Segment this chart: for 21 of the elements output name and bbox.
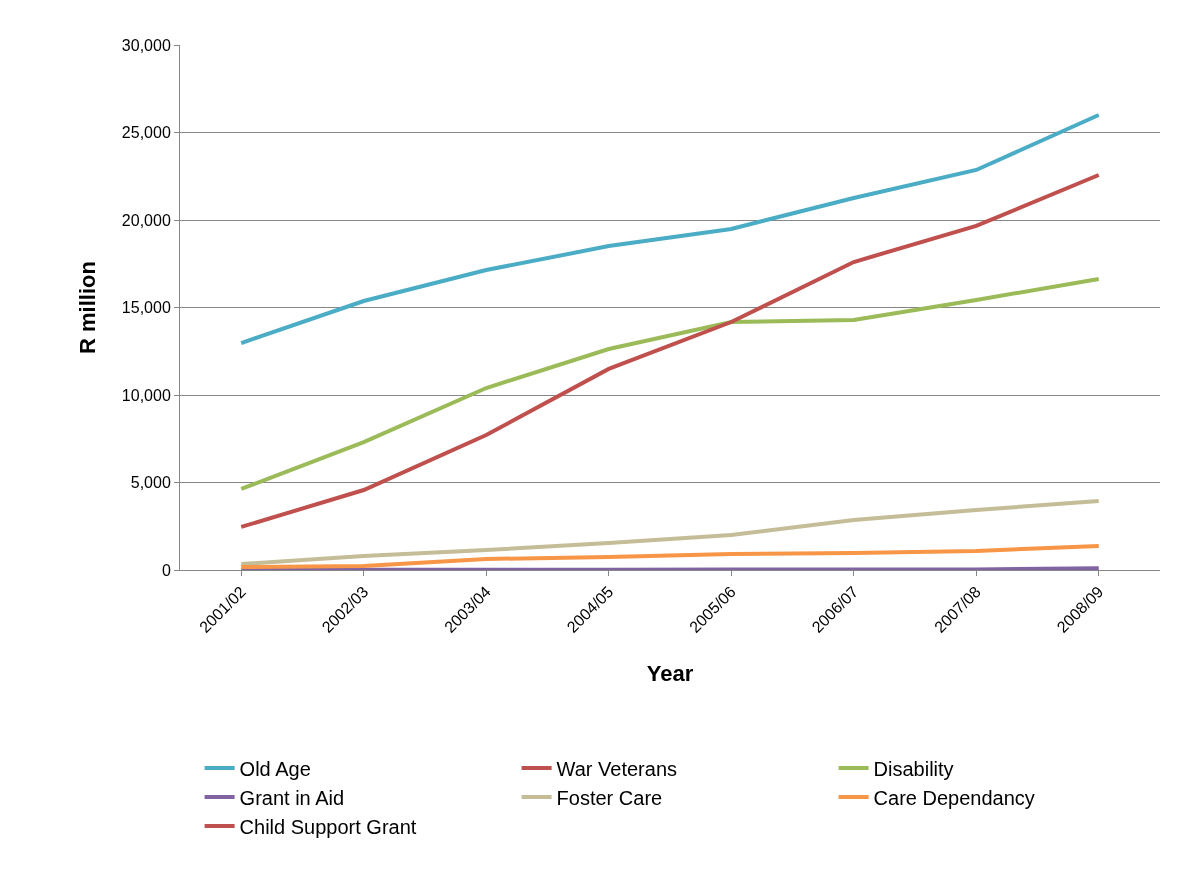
line-series xyxy=(239,544,1101,570)
legend-label: Old Age xyxy=(239,757,311,780)
legend-label: Care Dependancy xyxy=(873,786,1035,809)
legend-label: Disability xyxy=(873,757,954,780)
line-series xyxy=(239,173,1101,529)
legend-label: Child Support Grant xyxy=(239,815,417,838)
y-tick-label: 15,000 xyxy=(121,299,171,317)
y-tick-label: 0 xyxy=(161,561,171,579)
legend-label: Grant in Aid xyxy=(239,786,345,809)
legend-label: Foster Care xyxy=(556,786,663,809)
y-tick-label: 30,000 xyxy=(121,36,171,54)
line-series xyxy=(239,499,1101,567)
y-tick-label: 10,000 xyxy=(121,386,171,404)
y-tick-label: 20,000 xyxy=(121,211,171,229)
legend-label: War Veterans xyxy=(556,757,678,780)
line-series xyxy=(239,113,1101,346)
line-series xyxy=(239,276,1101,491)
x-axis-title: Year xyxy=(646,660,694,686)
y-axis-title: R million xyxy=(74,261,100,354)
y-tick-label: 5,000 xyxy=(130,474,171,492)
y-tick-label: 25,000 xyxy=(121,124,171,142)
